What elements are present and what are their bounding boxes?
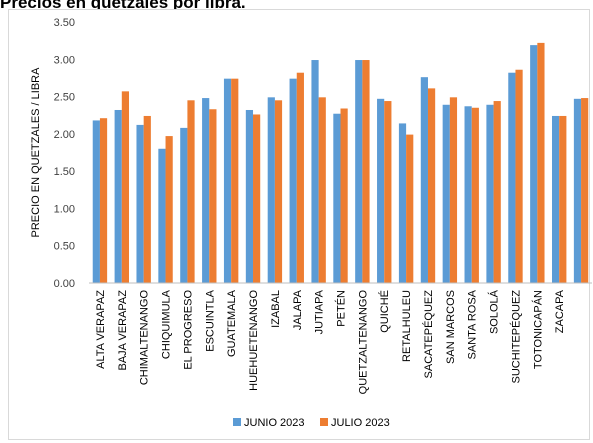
bar-junio [114,109,122,284]
bar-junio [311,60,319,283]
bar-julio [99,118,108,283]
category-label: ZACAPA [554,289,566,333]
y-tick-label: 2.50 [54,92,75,104]
category-label: SACATEPÉQUEZ [422,290,435,379]
bar-julio [165,136,173,283]
category-label: GUATEMALA [226,289,238,357]
legend-swatch [320,418,328,426]
bar-julio [209,109,217,283]
bar-junio [530,45,538,284]
legend-swatch [233,418,241,426]
bar-julio [515,69,523,283]
bar-junio [92,120,100,284]
category-label: ESCUINTLA [204,289,216,351]
bar-julio [537,42,545,283]
category-label: JUTIAPA [314,289,326,334]
bar-julio [406,134,414,283]
bar-junio [333,113,341,283]
y-tick-label: 3.50 [54,17,75,29]
legend-label: JUNIO 2023 [244,417,305,429]
category-label: SANTA ROSA [467,289,479,359]
y-tick-label: 0.00 [54,278,75,290]
bar-julio [362,60,370,283]
category-label: CHIQUIMULA [161,289,173,359]
bar-julio [581,98,589,283]
bar-junio [158,148,166,283]
y-tick-label: 1.00 [54,203,75,215]
bar-junio [289,78,297,283]
category-label: JALAPA [292,289,304,330]
y-tick-label: 0.50 [54,241,75,253]
bar-junio [398,123,407,283]
y-tick-label: 1.50 [54,166,75,178]
bar-julio [318,97,326,283]
bar-julio [143,115,151,284]
bar-junio [420,77,428,284]
bar-junio [267,97,275,283]
category-label: IZABAL [270,290,282,328]
bar-julio [296,72,304,284]
category-label: SAN MARCOS [445,290,457,364]
bar-junio [223,78,232,283]
bar-junio [442,104,450,284]
bar-julio [493,101,501,283]
category-label: SUCHITEPÉQUEZ [509,290,522,384]
category-label: HUEHUETENANGO [248,290,260,391]
bar-julio [559,115,567,284]
bar-junio [486,104,494,284]
y-tick-label: 2.00 [54,129,75,141]
legend-label: JULIO 2023 [331,417,390,429]
category-label: RETALHULEU [401,290,413,362]
category-label: ALTA VERAPAZ [95,290,107,369]
bar-julio [121,91,129,283]
bar-junio [180,127,188,283]
bar-junio [136,124,144,283]
bar-junio [202,98,210,283]
bar-julio [253,114,261,283]
bar-junio [245,109,254,284]
category-label: PETÉN [335,290,348,327]
bar-junio [552,115,560,284]
bar-julio [427,88,436,284]
bar-junio [377,98,385,283]
category-label: BAJA VERAPAZ [117,290,129,371]
category-label: TOTONICAPÁN [531,290,544,369]
bar-julio [449,97,458,283]
bar-julio [384,101,392,283]
category-label: SOLOLÁ [488,289,501,334]
category-label: QUICHÉ [378,290,391,333]
bar-junio [355,60,363,283]
bar-julio [187,100,195,283]
y-tick-label: 3.00 [54,54,75,66]
bar-junio [573,98,582,283]
bar-julio [340,108,348,283]
bar-junio [508,72,516,284]
category-label: CHIMALTENANGO [139,290,151,386]
category-label: QUETZALTENANGO [357,290,369,395]
bar-julio [274,100,283,283]
category-label: EL PROGRESO [182,290,194,370]
bar-julio [471,107,479,283]
bar-julio [231,78,239,283]
y-axis-label: PRECIO EN QUETZALES / LIBRA [30,67,42,238]
bar-junio [464,106,472,284]
